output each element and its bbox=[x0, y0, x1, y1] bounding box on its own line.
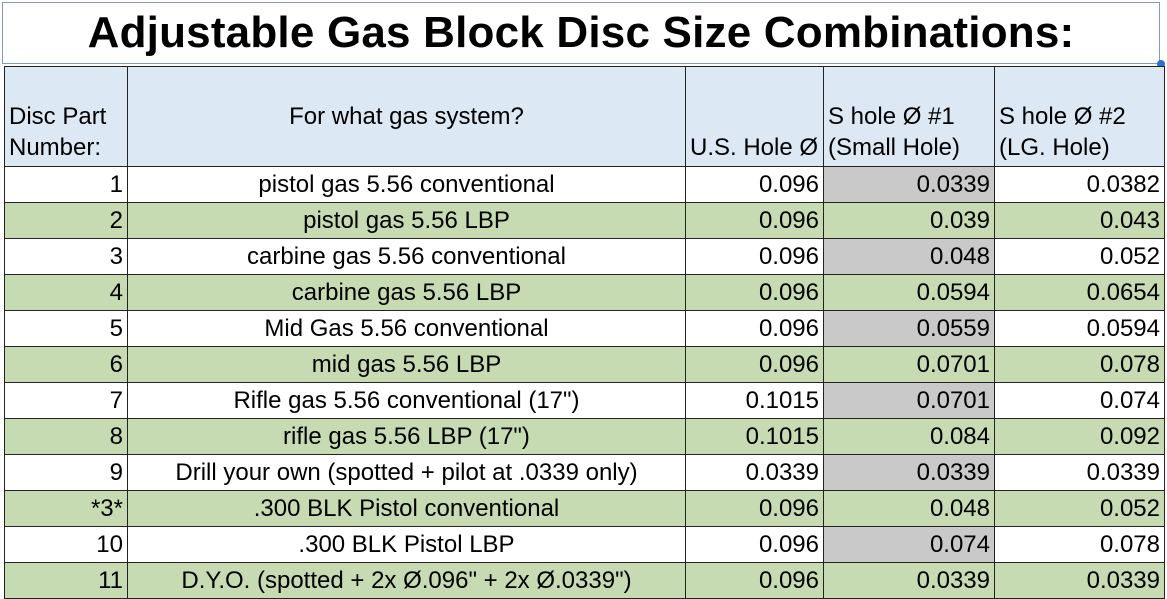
cell-gas-system[interactable]: .300 BLK Pistol LBP bbox=[127, 526, 686, 563]
cell-gas-system[interactable]: Rifle gas 5.56 conventional (17") bbox=[127, 382, 686, 419]
cell-gas-system[interactable]: carbine gas 5.56 LBP bbox=[127, 274, 686, 311]
cell-s-hole-1[interactable]: 0.048 bbox=[823, 490, 995, 527]
cell-disc-part-number[interactable]: 7 bbox=[4, 382, 128, 419]
cell-s-hole-2[interactable]: 0.092 bbox=[994, 418, 1165, 455]
table-row: 4 carbine gas 5.56 LBP 0.096 0.0594 0.0654 bbox=[4, 274, 1165, 311]
header-s-hole-2[interactable]: S hole Ø #2 (LG. Hole) bbox=[994, 66, 1165, 167]
cell-s-hole-2[interactable]: 0.074 bbox=[994, 382, 1165, 419]
table-row: 8 rifle gas 5.56 LBP (17") 0.1015 0.084 0.09… bbox=[4, 418, 1165, 455]
cell-s-hole-1[interactable]: 0.0339 bbox=[823, 562, 995, 599]
cell-s-hole-2[interactable]: 0.0339 bbox=[994, 454, 1165, 491]
header-gas-system[interactable]: For what gas system? bbox=[127, 66, 686, 167]
cell-s-hole-1[interactable]: 0.0559 bbox=[823, 310, 995, 347]
cell-s-hole-1[interactable]: 0.048 bbox=[823, 238, 995, 275]
cell-s-hole-1[interactable]: 0.0339 bbox=[823, 166, 995, 203]
cell-s-hole-1[interactable]: 0.039 bbox=[823, 202, 995, 239]
cell-s-hole-2[interactable]: 0.0382 bbox=[994, 166, 1165, 203]
cell-s-hole-2[interactable]: 0.0654 bbox=[994, 274, 1165, 311]
table-row: 1 pistol gas 5.56 conventional 0.096 0.0339… bbox=[4, 166, 1165, 203]
cell-s-hole-2[interactable]: 0.078 bbox=[994, 526, 1165, 563]
table-row: 2 pistol gas 5.56 LBP 0.096 0.039 0.043 bbox=[4, 202, 1165, 239]
cell-gas-system[interactable]: pistol gas 5.56 conventional bbox=[127, 166, 686, 203]
cell-us-hole[interactable]: 0.096 bbox=[685, 490, 824, 527]
cell-disc-part-number[interactable]: 5 bbox=[4, 310, 128, 347]
cell-us-hole[interactable]: 0.096 bbox=[685, 310, 824, 347]
header-us-hole[interactable]: U.S. Hole Ø bbox=[685, 66, 824, 167]
table-row: 11 D.Y.O. (spotted + 2x Ø.096" + 2x Ø.033… bbox=[4, 562, 1165, 599]
cell-s-hole-1[interactable]: 0.0594 bbox=[823, 274, 995, 311]
cell-disc-part-number[interactable]: 6 bbox=[4, 346, 128, 383]
cell-us-hole[interactable]: 0.096 bbox=[685, 274, 824, 311]
cell-s-hole-1[interactable]: 0.0701 bbox=[823, 346, 995, 383]
header-row: Disc Part Number: For what gas system? U… bbox=[4, 66, 1165, 167]
cell-disc-part-number[interactable]: 4 bbox=[4, 274, 128, 311]
cell-gas-system[interactable]: D.Y.O. (spotted + 2x Ø.096" + 2x Ø.0339"… bbox=[127, 562, 686, 599]
header-disc-part-number[interactable]: Disc Part Number: bbox=[4, 66, 128, 167]
cell-s-hole-1[interactable]: 0.074 bbox=[823, 526, 995, 563]
table-row: 9 Drill your own (spotted + pilot at .033… bbox=[4, 454, 1165, 491]
cell-us-hole[interactable]: 0.096 bbox=[685, 202, 824, 239]
cell-disc-part-number[interactable]: 1 bbox=[4, 166, 128, 203]
sheet-title: Adjustable Gas Block Disc Size Combinati… bbox=[87, 8, 1075, 57]
cell-us-hole[interactable]: 0.0339 bbox=[685, 454, 824, 491]
cell-us-hole[interactable]: 0.096 bbox=[685, 238, 824, 275]
cell-s-hole-2[interactable]: 0.052 bbox=[994, 490, 1165, 527]
cell-us-hole[interactable]: 0.1015 bbox=[685, 382, 824, 419]
cell-us-hole[interactable]: 0.096 bbox=[685, 166, 824, 203]
table-row: 10.300 BLK Pistol LBP 0.096 0.074 0.078 bbox=[4, 526, 1165, 563]
cell-disc-part-number[interactable]: 10 bbox=[4, 526, 128, 563]
disc-size-table: Disc Part Number: For what gas system? U… bbox=[4, 66, 1165, 599]
sheet-title-cell[interactable]: Adjustable Gas Block Disc Size Combinati… bbox=[2, 2, 1160, 64]
cell-us-hole[interactable]: 0.1015 bbox=[685, 418, 824, 455]
cell-gas-system[interactable]: pistol gas 5.56 LBP bbox=[127, 202, 686, 239]
cell-s-hole-2[interactable]: 0.0594 bbox=[994, 310, 1165, 347]
cell-disc-part-number[interactable]: *3* bbox=[4, 490, 128, 527]
cell-s-hole-2[interactable]: 0.0339 bbox=[994, 562, 1165, 599]
cell-gas-system[interactable]: Mid Gas 5.56 conventional bbox=[127, 310, 686, 347]
cell-us-hole[interactable]: 0.096 bbox=[685, 346, 824, 383]
cell-s-hole-2[interactable]: 0.052 bbox=[994, 238, 1165, 275]
table-row: 7 Rifle gas 5.56 conventional (17") 0.1015… bbox=[4, 382, 1165, 419]
cell-us-hole[interactable]: 0.096 bbox=[685, 562, 824, 599]
cell-disc-part-number[interactable]: 9 bbox=[4, 454, 128, 491]
table-row: 5 Mid Gas 5.56 conventional 0.096 0.0559 0.0… bbox=[4, 310, 1165, 347]
selection-fill-handle[interactable] bbox=[1157, 60, 1165, 68]
cell-gas-system[interactable]: rifle gas 5.56 LBP (17") bbox=[127, 418, 686, 455]
cell-us-hole[interactable]: 0.096 bbox=[685, 526, 824, 563]
header-s-hole-1[interactable]: S hole Ø #1 (Small Hole) bbox=[823, 66, 995, 167]
cell-s-hole-1[interactable]: 0.0701 bbox=[823, 382, 995, 419]
cell-gas-system[interactable]: .300 BLK Pistol conventional bbox=[127, 490, 686, 527]
cell-s-hole-1[interactable]: 0.084 bbox=[823, 418, 995, 455]
cell-disc-part-number[interactable]: 2 bbox=[4, 202, 128, 239]
cell-disc-part-number[interactable]: 11 bbox=[4, 562, 128, 599]
cell-s-hole-2[interactable]: 0.078 bbox=[994, 346, 1165, 383]
table-row: *3* .300 BLK Pistol conventional 0.096 0.04… bbox=[4, 490, 1165, 527]
cell-s-hole-2[interactable]: 0.043 bbox=[994, 202, 1165, 239]
table-row: 6 mid gas 5.56 LBP 0.096 0.0701 0.078 bbox=[4, 346, 1165, 383]
cell-s-hole-1[interactable]: 0.0339 bbox=[823, 454, 995, 491]
cell-gas-system[interactable]: Drill your own (spotted + pilot at .0339… bbox=[127, 454, 686, 491]
cell-gas-system[interactable]: carbine gas 5.56 conventional bbox=[127, 238, 686, 275]
cell-disc-part-number[interactable]: 8 bbox=[4, 418, 128, 455]
table-row: 3 carbine gas 5.56 conventional 0.096 0.048… bbox=[4, 238, 1165, 275]
cell-gas-system[interactable]: mid gas 5.56 LBP bbox=[127, 346, 686, 383]
cell-disc-part-number[interactable]: 3 bbox=[4, 238, 128, 275]
